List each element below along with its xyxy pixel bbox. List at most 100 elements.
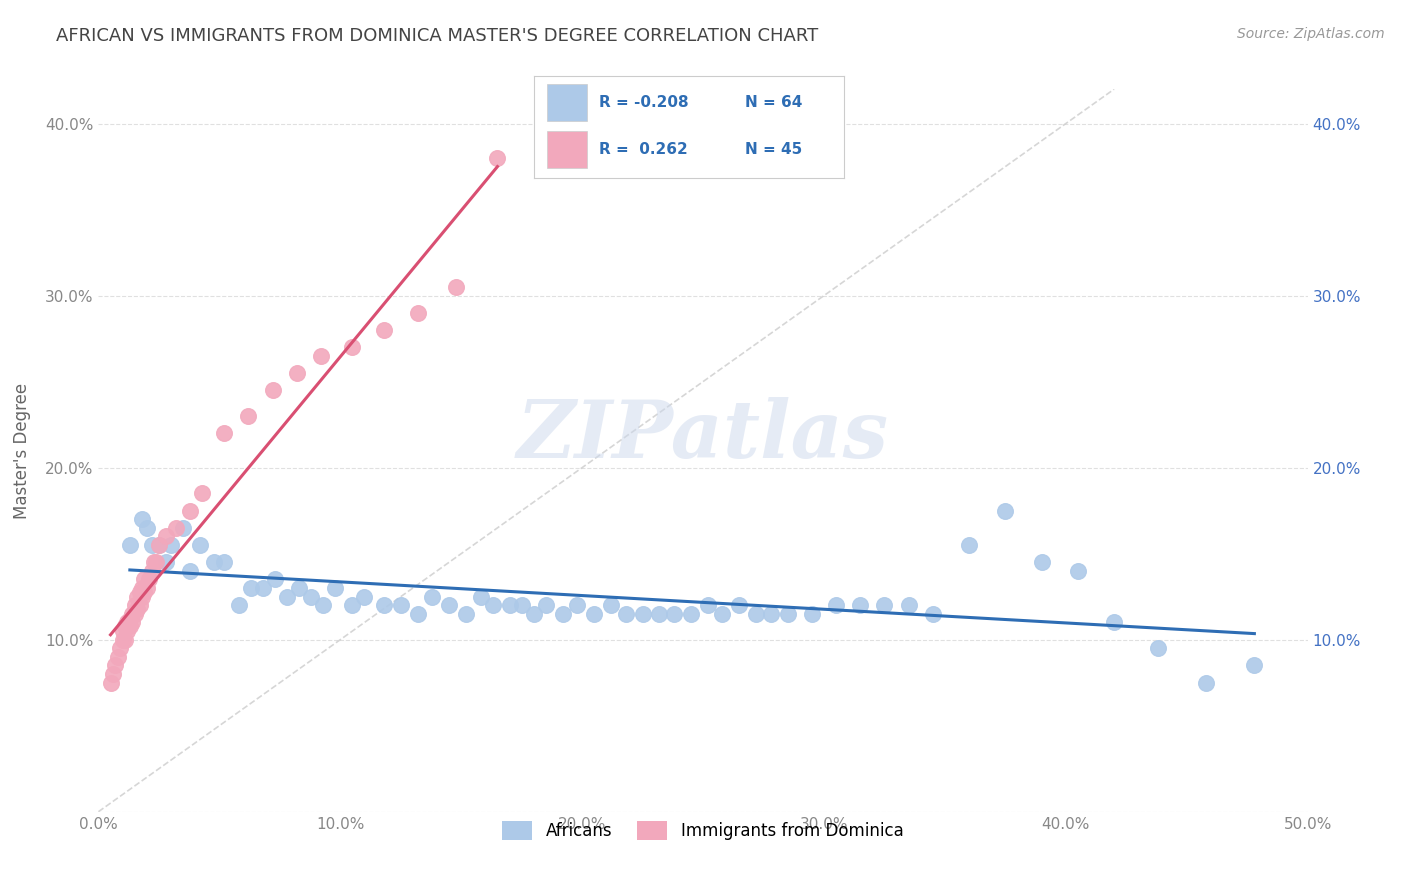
Point	[631, 607, 654, 621]
Point	[312, 599, 335, 613]
Point	[470, 590, 492, 604]
Point	[239, 581, 262, 595]
Point	[264, 573, 287, 587]
Point	[288, 581, 311, 595]
Point	[124, 599, 146, 613]
Text: R = -0.208: R = -0.208	[599, 95, 689, 110]
Point	[179, 503, 201, 517]
Point	[446, 280, 468, 294]
Point	[128, 599, 150, 613]
Point	[921, 607, 943, 621]
Point	[523, 607, 546, 621]
Y-axis label: Master's Degree: Master's Degree	[13, 383, 31, 518]
Point	[849, 599, 872, 613]
Point	[696, 599, 718, 613]
Point	[238, 409, 260, 423]
Point	[897, 599, 920, 613]
Point	[342, 599, 364, 613]
Point	[510, 599, 533, 613]
Point	[114, 632, 136, 647]
Point	[583, 607, 606, 621]
Legend: Africans, Immigrants from Dominica: Africans, Immigrants from Dominica	[496, 814, 910, 847]
Point	[118, 619, 141, 633]
Point	[873, 599, 896, 613]
Text: ZIPatlas: ZIPatlas	[517, 397, 889, 475]
Point	[679, 607, 702, 621]
Point	[437, 599, 460, 613]
Point	[127, 590, 149, 604]
Point	[141, 538, 163, 552]
Point	[825, 599, 848, 613]
Point	[124, 607, 146, 621]
Point	[127, 601, 149, 615]
Point	[145, 555, 167, 569]
Point	[118, 538, 141, 552]
Point	[179, 564, 201, 578]
Point	[299, 590, 322, 604]
Point	[118, 612, 141, 626]
Point	[160, 538, 183, 552]
FancyBboxPatch shape	[547, 84, 586, 121]
Point	[155, 555, 177, 569]
Point	[131, 590, 153, 604]
Point	[276, 590, 298, 604]
Point	[134, 573, 156, 587]
Point	[191, 486, 214, 500]
Text: N = 64: N = 64	[745, 95, 801, 110]
Point	[373, 323, 395, 337]
Text: N = 45: N = 45	[745, 142, 801, 157]
Point	[135, 581, 157, 595]
Point	[486, 151, 509, 165]
Point	[1031, 555, 1053, 569]
Point	[728, 599, 751, 613]
Point	[325, 581, 347, 595]
Point	[165, 521, 187, 535]
Point	[454, 607, 477, 621]
Point	[662, 607, 685, 621]
Point	[117, 615, 139, 630]
Point	[121, 607, 143, 621]
Point	[117, 624, 139, 639]
Point	[228, 599, 250, 613]
Point	[1102, 615, 1125, 630]
Point	[648, 607, 671, 621]
Point	[111, 624, 134, 639]
Point	[131, 512, 153, 526]
Point	[1195, 675, 1218, 690]
Point	[957, 538, 980, 552]
Point	[252, 581, 274, 595]
Point	[108, 641, 131, 656]
Point	[121, 615, 143, 630]
Text: Source: ZipAtlas.com: Source: ZipAtlas.com	[1237, 27, 1385, 41]
Point	[1243, 658, 1265, 673]
Point	[342, 340, 364, 354]
Point	[111, 632, 134, 647]
Point	[212, 555, 235, 569]
Point	[104, 658, 127, 673]
Point	[1146, 641, 1168, 656]
Point	[101, 667, 124, 681]
FancyBboxPatch shape	[547, 131, 586, 168]
Point	[745, 607, 768, 621]
Point	[600, 599, 623, 613]
Point	[141, 564, 163, 578]
Point	[567, 599, 589, 613]
Point	[1067, 564, 1090, 578]
Point	[148, 538, 170, 552]
Text: AFRICAN VS IMMIGRANTS FROM DOMINICA MASTER'S DEGREE CORRELATION CHART: AFRICAN VS IMMIGRANTS FROM DOMINICA MAST…	[56, 27, 818, 45]
Point	[135, 521, 157, 535]
Point	[759, 607, 782, 621]
Point	[353, 590, 375, 604]
Point	[204, 555, 226, 569]
Point	[155, 529, 177, 543]
Point	[389, 599, 412, 613]
Point	[188, 538, 211, 552]
Point	[481, 599, 503, 613]
Point	[134, 584, 156, 599]
Point	[172, 521, 194, 535]
Point	[406, 607, 429, 621]
Point	[406, 306, 429, 320]
Point	[534, 599, 557, 613]
Point	[373, 599, 395, 613]
Point	[138, 573, 160, 587]
